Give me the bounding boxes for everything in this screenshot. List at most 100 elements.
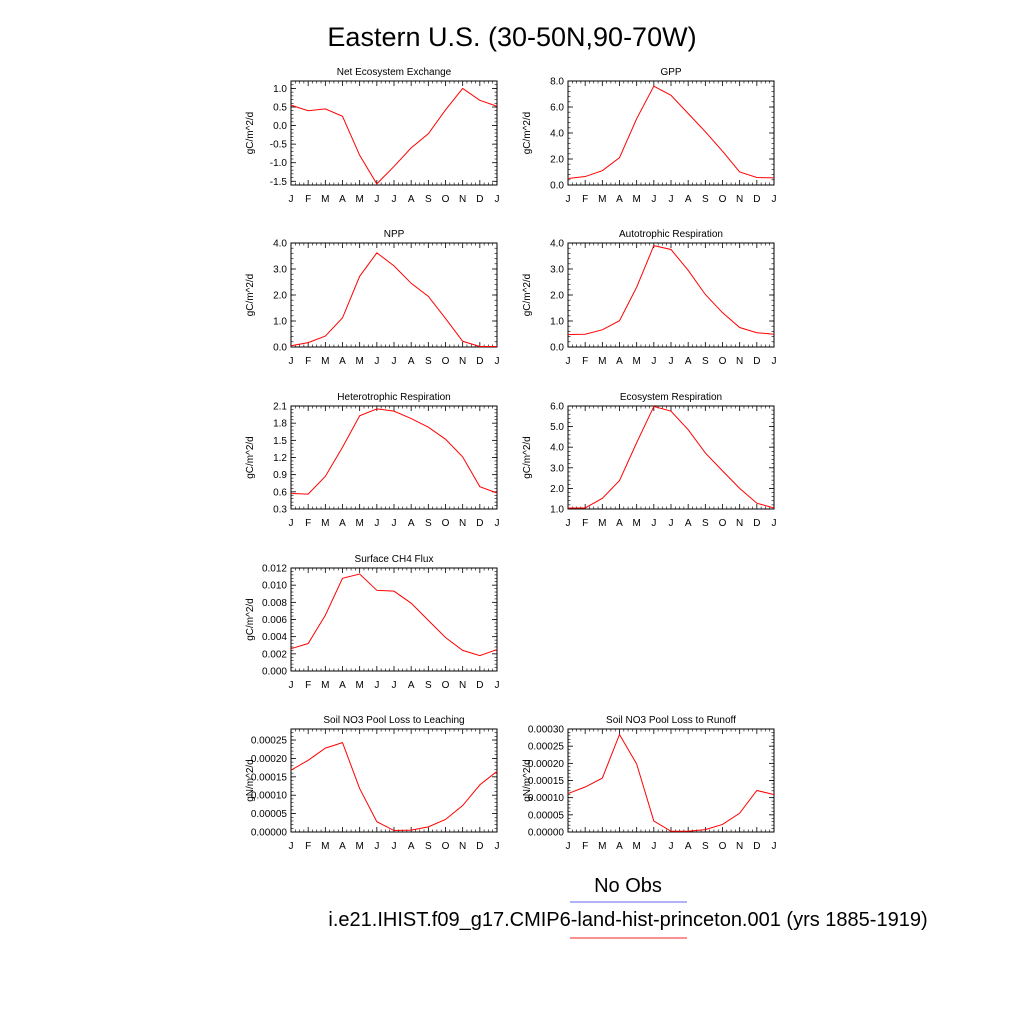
x-tick-label: D — [476, 518, 483, 529]
x-tick-label: D — [753, 356, 760, 367]
y-tick-label: 0.00020 — [528, 759, 565, 770]
x-tick-label: J — [566, 356, 571, 367]
y-axis-label: gC/m^2/d — [245, 436, 256, 479]
plot-frame — [567, 728, 775, 833]
x-tick-label: J — [669, 518, 674, 529]
y-axis-label: gN/m^2/d — [245, 759, 256, 802]
y-tick-label: 4.0 — [550, 443, 564, 454]
x-tick-label: M — [632, 518, 640, 529]
x-tick-label: O — [442, 518, 450, 529]
x-tick-label: N — [459, 841, 466, 852]
panel-title: GPP — [660, 67, 681, 78]
x-tick-label: J — [651, 356, 656, 367]
y-tick-label: 0.3 — [273, 505, 287, 516]
x-tick-label: A — [339, 841, 346, 852]
x-tick-label: M — [355, 518, 363, 529]
y-tick-label: 0.004 — [262, 632, 287, 643]
y-tick-label: 0.012 — [262, 564, 287, 575]
x-tick-label: M — [321, 356, 329, 367]
x-tick-label: O — [442, 194, 450, 205]
y-tick-label: 0.00020 — [251, 754, 288, 765]
x-tick-label: N — [459, 680, 466, 691]
y-axis-label: gC/m^2/d — [245, 598, 256, 641]
x-tick-label: J — [566, 841, 571, 852]
y-tick-label: 2.0 — [273, 291, 287, 302]
x-tick-label: F — [582, 356, 588, 367]
series-line-gpp — [567, 85, 775, 179]
y-tick-label: 4.0 — [273, 239, 287, 250]
x-tick-label: J — [374, 518, 379, 529]
y-tick-label: 1.2 — [273, 453, 287, 464]
y-axis-label: gC/m^2/d — [522, 436, 533, 479]
y-axis-label: gN/m^2/d — [522, 759, 533, 802]
x-tick-label: M — [321, 518, 329, 529]
x-tick-label: D — [753, 841, 760, 852]
x-tick-label: J — [566, 194, 571, 205]
x-tick-label: J — [289, 841, 294, 852]
y-tick-label: 0.00010 — [251, 791, 288, 802]
x-tick-label: A — [685, 356, 692, 367]
series-line-ecosystem-respiration — [568, 405, 775, 509]
x-tick-label: J — [374, 194, 379, 205]
panel-title: Heterotrophic Respiration — [337, 392, 450, 403]
x-tick-label: A — [408, 194, 415, 205]
x-tick-label: A — [616, 841, 623, 852]
x-tick-label: S — [702, 356, 709, 367]
y-tick-label: 0.0 — [273, 121, 287, 132]
x-tick-label: J — [651, 194, 656, 205]
x-tick-label: M — [321, 841, 329, 852]
series-line-heterotrophic-respiration — [290, 408, 498, 495]
x-tick-label: F — [305, 518, 311, 529]
x-tick-label: A — [616, 356, 623, 367]
x-tick-label: J — [669, 841, 674, 852]
x-tick-label: J — [772, 194, 777, 205]
y-tick-label: 4.0 — [550, 129, 564, 140]
panel-title: Soil NO3 Pool Loss to Runoff — [606, 715, 736, 726]
y-axis-label: gC/m^2/d — [245, 274, 256, 317]
x-tick-label: F — [582, 518, 588, 529]
x-tick-label: J — [669, 356, 674, 367]
x-tick-label: S — [702, 518, 709, 529]
x-tick-label: D — [476, 841, 483, 852]
y-tick-label: 1.0 — [273, 84, 287, 95]
x-tick-label: M — [355, 194, 363, 205]
plot-frame — [567, 80, 775, 186]
x-tick-label: J — [495, 680, 500, 691]
y-tick-label: 3.0 — [273, 265, 287, 276]
y-tick-label: 0.002 — [262, 649, 287, 660]
x-tick-label: J — [374, 680, 379, 691]
y-tick-label: 1.5 — [273, 436, 287, 447]
y-tick-label: 0.00000 — [251, 828, 288, 839]
x-tick-label: J — [392, 356, 397, 367]
x-tick-label: M — [632, 841, 640, 852]
plot-frame — [290, 567, 498, 672]
y-tick-label: 0.0 — [550, 181, 564, 192]
plot-frame — [290, 80, 498, 186]
x-tick-label: M — [598, 841, 606, 852]
y-tick-label: 0.6 — [273, 487, 287, 498]
x-tick-label: S — [702, 841, 709, 852]
x-tick-label: F — [582, 841, 588, 852]
x-tick-label: N — [736, 194, 743, 205]
y-tick-label: 0.008 — [262, 598, 287, 609]
x-tick-label: J — [495, 356, 500, 367]
x-tick-label: J — [772, 518, 777, 529]
x-tick-label: J — [392, 841, 397, 852]
x-tick-label: M — [632, 194, 640, 205]
legend-label-no-obs: No Obs — [594, 875, 662, 897]
x-tick-label: J — [669, 194, 674, 205]
y-axis-label: gC/m^2/d — [522, 112, 533, 155]
x-tick-label: O — [442, 680, 450, 691]
x-tick-label: A — [616, 518, 623, 529]
plot-frame — [290, 728, 498, 833]
y-tick-label: 5.0 — [550, 422, 564, 433]
y-tick-label: 0.00005 — [251, 809, 288, 820]
y-tick-label: 6.0 — [550, 103, 564, 114]
